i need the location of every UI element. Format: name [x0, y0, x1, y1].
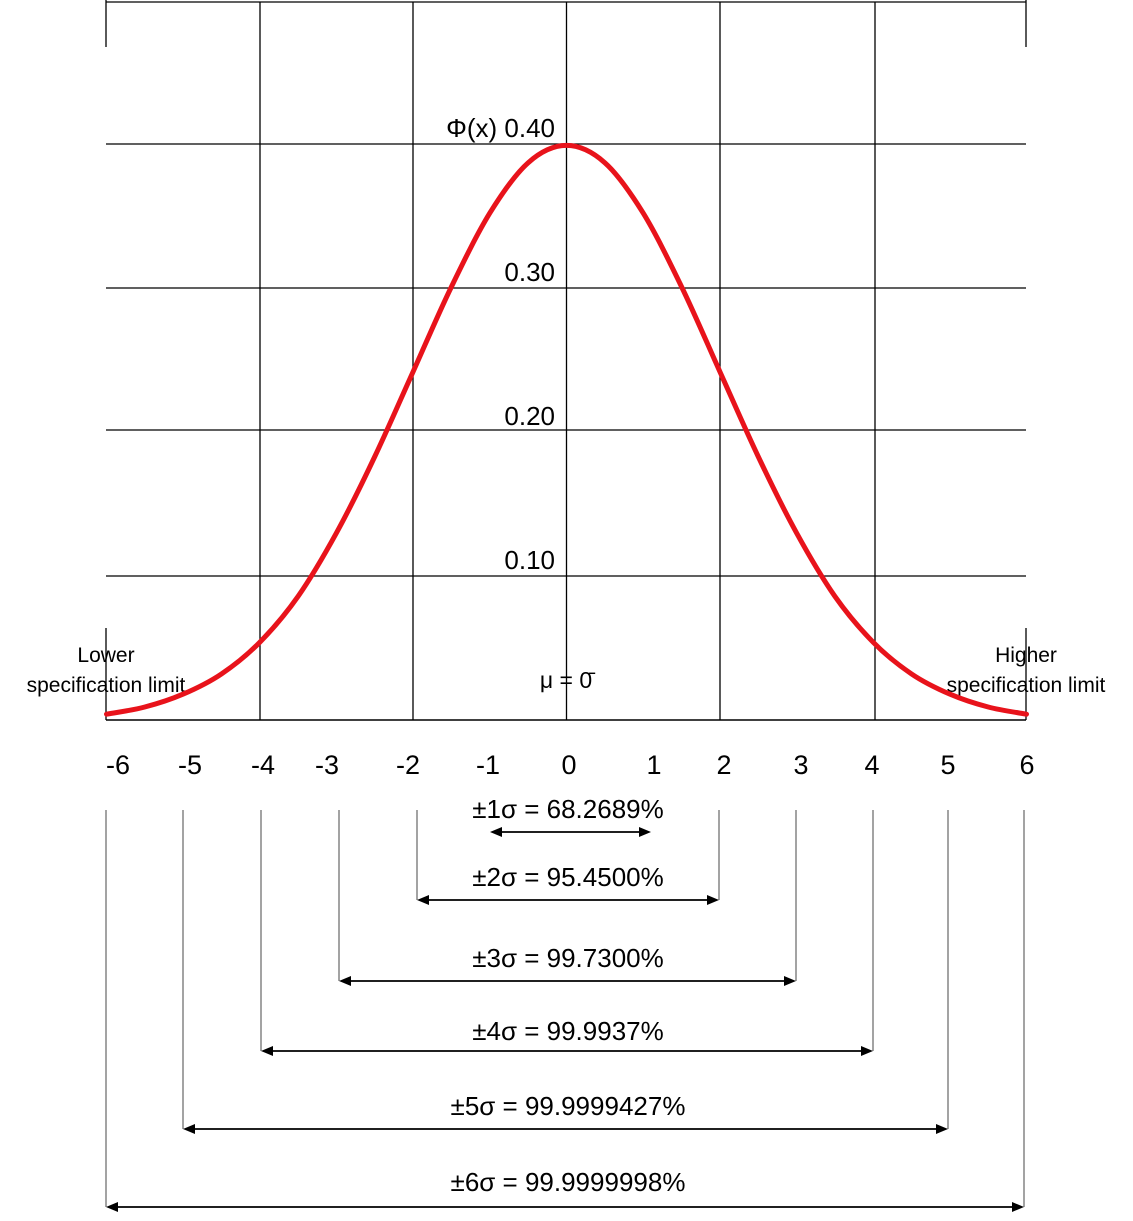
y-tick-label: 0.10 — [504, 545, 555, 575]
y-tick-label: 0.30 — [504, 257, 555, 287]
sigma-intervals: ±1σ = 68.2689% ±2σ = 95.4500% ±3σ = 99.730… — [105, 794, 1025, 1212]
sigma-interval-4: ±4σ = 99.9937% — [260, 810, 874, 1056]
interval-arrowhead-left — [183, 1124, 195, 1134]
x-tick-labels: -6 -5 -4 -3 -2 -1 0 1 2 3 4 5 6 — [106, 750, 1035, 780]
x-tick-label: -4 — [251, 750, 275, 780]
density-curve-line — [104, 142, 1029, 717]
lower-limit-label-line2: specification limit — [27, 674, 186, 697]
interval-arrowhead-right — [707, 895, 719, 905]
sigma-interval-1: ±1σ = 68.2689% — [472, 794, 664, 837]
higher-limit-label-line2: specification limit — [947, 674, 1106, 697]
sigma-interval-5: ±5σ = 99.9999427% — [182, 810, 949, 1134]
x-tick-label: -3 — [315, 750, 339, 780]
chart-grid — [105, 0, 1027, 721]
interval-arrowhead-left — [417, 895, 429, 905]
x-tick-label: -5 — [178, 750, 202, 780]
x-tick-label: 0 — [561, 750, 576, 780]
interval-arrowhead-left — [339, 976, 351, 986]
interval-arrowhead-right — [784, 976, 796, 986]
x-tick-label: -2 — [396, 750, 420, 780]
interval-label: ±1σ = 68.2689% — [472, 794, 664, 824]
sigma-interval-2: ±2σ = 95.4500% — [416, 810, 720, 905]
x-tick-label: 1 — [646, 750, 661, 780]
interval-arrowhead-right — [639, 827, 651, 837]
sigma-interval-3: ±3σ = 99.7300% — [338, 810, 797, 986]
density-curve — [104, 142, 1029, 717]
x-tick-label: -6 — [106, 750, 130, 780]
y-tick-label: Φ(x) 0.40 — [446, 113, 555, 143]
sigma-interval-6: ±6σ = 99.9999998% — [105, 810, 1025, 1212]
interval-arrowhead-left — [490, 827, 502, 837]
y-tick-label: 0.20 — [504, 401, 555, 431]
interval-label: ±4σ = 99.9937% — [472, 1016, 664, 1046]
interval-arrowhead-right — [936, 1124, 948, 1134]
x-tick-label: 6 — [1019, 750, 1034, 780]
interval-arrowhead-left — [261, 1046, 273, 1056]
y-tick-labels: Φ(x) 0.40 0.30 0.20 0.10 — [446, 113, 555, 575]
interval-label: ±5σ = 99.9999427% — [451, 1091, 686, 1121]
interval-label: ±2σ = 95.4500% — [472, 862, 664, 892]
x-tick-label: 2 — [716, 750, 731, 780]
interval-arrowhead-right — [1012, 1202, 1024, 1212]
interval-arrowhead-left — [106, 1202, 118, 1212]
higher-limit-label-line1: Higher — [995, 644, 1057, 667]
chart-annotations: Lower specification limit Higher specifi… — [27, 644, 1106, 697]
x-tick-label: 5 — [940, 750, 955, 780]
interval-arrowhead-right — [861, 1046, 873, 1056]
mean-label: μ = 0̄ — [540, 667, 596, 693]
x-tick-label: 3 — [793, 750, 808, 780]
interval-label: ±6σ = 99.9999998% — [451, 1167, 686, 1197]
interval-label: ±3σ = 99.7300% — [472, 943, 664, 973]
x-tick-label: 4 — [864, 750, 879, 780]
x-tick-label: -1 — [476, 750, 500, 780]
lower-limit-label-line1: Lower — [77, 644, 134, 667]
